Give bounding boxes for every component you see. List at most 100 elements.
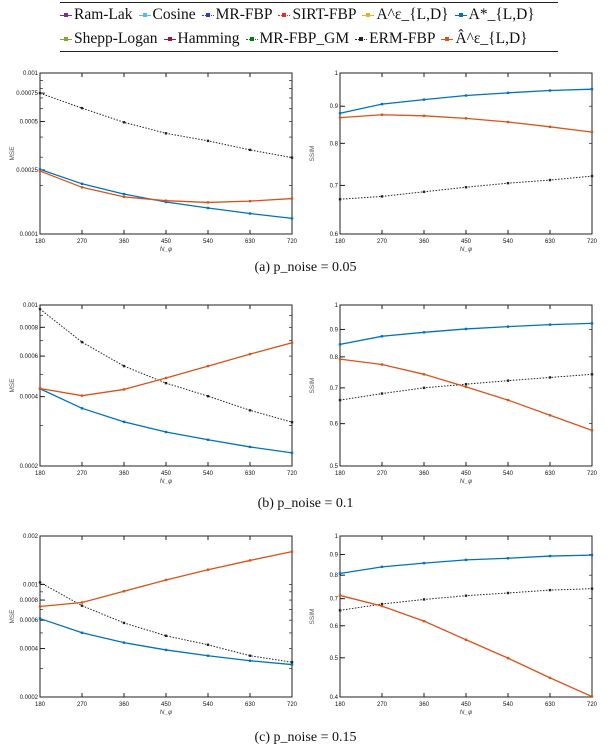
x-tick-label: 540	[203, 702, 214, 708]
data-point	[464, 186, 468, 189]
x-tick-label: 360	[419, 702, 430, 708]
data-point	[80, 394, 84, 397]
legend-swatch	[278, 12, 291, 17]
x-axis-label: N_φ	[160, 246, 173, 253]
y-tick-label: 0.00025	[16, 168, 38, 174]
y-tick-label: 1	[335, 71, 339, 77]
y-tick-label: 0.0004	[20, 395, 39, 401]
x-tick-label: 270	[77, 702, 88, 708]
data-point	[38, 169, 42, 173]
data-point	[122, 121, 126, 124]
legend-item: SIRT-FBP	[278, 6, 356, 24]
plot-a-ssim: 0.6 0.7 0.8 0.9 1 180 270 360 450 540 630 720 N_φ SSI…	[309, 71, 598, 253]
x-tick-label: 180	[35, 239, 46, 245]
data-point	[422, 386, 426, 390]
y-tick-label: 0.001	[23, 582, 39, 588]
data-point	[164, 132, 168, 135]
data-point	[464, 327, 468, 331]
legend-swatch	[245, 36, 258, 41]
y-tick-label: 0.4	[330, 695, 339, 701]
series-line	[39, 617, 293, 666]
data-point	[506, 181, 510, 185]
plot-c-mse: 0.0002 0.0004 0.0006 0.0008 0.001 0.002 180 270…	[9, 534, 298, 716]
y-tick-label: 0.5	[330, 656, 339, 662]
y-tick-label: 0.6	[330, 422, 339, 428]
x-tick-label: 540	[503, 471, 514, 477]
legend-swatch	[60, 12, 72, 17]
data-point	[338, 116, 342, 119]
data-point	[422, 331, 426, 334]
plot-a-mse: 0.0001 0.00025 0.0005 0.00075 0.001 180 270 360…	[9, 71, 298, 253]
data-point	[38, 581, 42, 584]
x-tick-label: 270	[377, 471, 388, 477]
y-tick-label: 0.0001	[20, 232, 39, 238]
legend-swatch	[441, 36, 454, 41]
y-tick-label: 0.0004	[20, 647, 39, 653]
data-point	[464, 638, 468, 641]
x-tick-label: 360	[119, 239, 130, 245]
x-tick-label: 270	[77, 239, 88, 245]
data-point	[422, 190, 426, 193]
data-point	[422, 598, 426, 601]
legend-row: Ram-Lak Cosine MR-FBP SIRT-FBP A^ε_{L,D} A*_{…	[60, 3, 558, 27]
legend-swatch	[201, 12, 214, 17]
y-tick-label: 0.6	[330, 624, 339, 630]
data-point	[248, 212, 252, 215]
x-tick-label: 180	[335, 471, 346, 477]
x-tick-label: 630	[545, 702, 556, 708]
caption-b: (b) p_noise = 0.1	[257, 496, 354, 511]
data-point	[122, 590, 126, 593]
x-tick-label: 270	[377, 239, 388, 245]
data-point	[80, 340, 84, 344]
data-point	[290, 217, 294, 220]
data-point	[338, 198, 342, 201]
y-tick-label: 0.8	[330, 355, 339, 361]
plot-b-mse: 0.0002 0.0004 0.0006 0.0008 0.001 180 270 360 45…	[9, 303, 298, 485]
x-tick-label: 270	[77, 471, 88, 477]
x-tick-label: 180	[35, 471, 46, 477]
plot-frame	[39, 72, 293, 235]
x-axis-label: N_φ	[460, 246, 473, 253]
data-point	[590, 587, 594, 590]
data-point	[164, 200, 168, 204]
data-point	[590, 429, 594, 432]
legend-label: Â^ε_{L,D}	[455, 30, 528, 47]
x-tick-label: 540	[503, 702, 514, 708]
data-point	[422, 561, 426, 565]
data-point	[548, 125, 552, 129]
y-tick-label: 0.8	[330, 141, 339, 147]
y-tick-label: 1	[335, 303, 339, 309]
data-point	[290, 420, 294, 424]
data-point	[548, 554, 552, 558]
legend-item: A^ε_{L,D}	[362, 6, 449, 24]
data-point	[380, 113, 384, 116]
y-tick-label: 0.0006	[20, 354, 39, 360]
legend-label: A*_{L,D}	[468, 6, 535, 23]
x-tick-label: 450	[461, 702, 472, 708]
x-tick-label: 540	[203, 239, 214, 245]
data-point	[38, 168, 42, 171]
x-tick-label: 360	[419, 239, 430, 245]
data-point	[548, 376, 552, 379]
plot-c-ssim: 0.4 0.5 0.6 0.7 0.8 0.9 1 180 270 360 450 540 630 720…	[309, 534, 598, 716]
data-point	[422, 373, 426, 376]
plot-frame	[339, 72, 593, 235]
y-tick-label: 0.7	[330, 597, 339, 603]
series-line	[39, 92, 293, 159]
x-tick-label: 630	[545, 239, 556, 245]
data-point	[506, 398, 510, 402]
y-tick-label: 1	[335, 534, 339, 540]
data-point	[38, 387, 42, 390]
y-tick-label: 0.5	[330, 464, 339, 470]
x-tick-label: 630	[245, 471, 256, 477]
y-tick-label: 0.0008	[20, 598, 39, 604]
data-point	[338, 112, 342, 115]
data-point	[38, 307, 42, 311]
series-line	[339, 358, 593, 431]
data-point	[248, 199, 252, 203]
data-point	[464, 558, 468, 562]
data-point	[122, 364, 126, 368]
data-point	[80, 631, 84, 634]
legend-label: Ram-Lak	[74, 6, 133, 23]
data-point	[206, 206, 210, 210]
